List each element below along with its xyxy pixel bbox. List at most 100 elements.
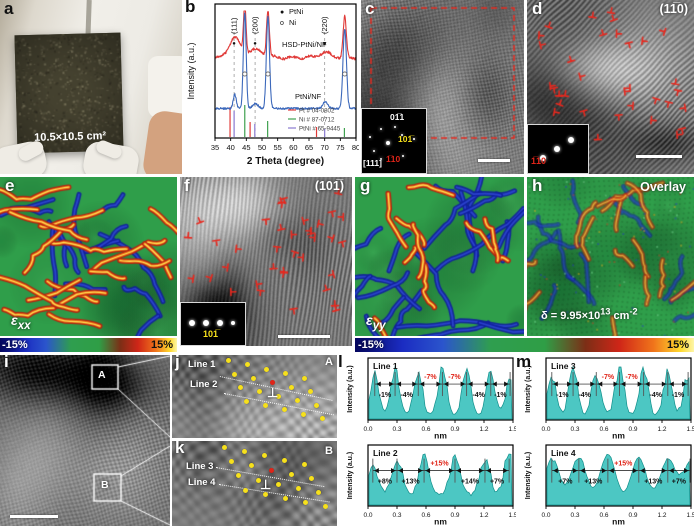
colorbar-min: -15%	[358, 339, 384, 351]
lattice-atom-dot	[295, 398, 300, 404]
fft-spot	[401, 154, 405, 158]
svg-text:2 Theta (degree): 2 Theta (degree)	[247, 156, 324, 167]
diffraction-spot	[203, 320, 209, 326]
panel-a-photo: 10.5×10.5 cm² a	[0, 0, 182, 174]
scale-bar	[10, 514, 58, 518]
svg-text:+13%: +13%	[401, 479, 420, 486]
fft-spot	[400, 133, 404, 137]
svg-text:65: 65	[305, 143, 313, 152]
epsilon-subscript: xx	[17, 318, 31, 332]
svg-text:Ni # 87-0712: Ni # 87-0712	[299, 117, 335, 124]
lattice-atom-dot	[282, 407, 287, 413]
overlay-map	[527, 177, 694, 336]
svg-text:70: 70	[320, 143, 328, 152]
epsilon-subscript: yy	[372, 318, 386, 332]
svg-text:0.9: 0.9	[450, 426, 459, 433]
svg-text:Line 2: Line 2	[373, 448, 398, 458]
svg-text:1.5: 1.5	[508, 512, 516, 519]
svg-text:75: 75	[336, 143, 344, 152]
svg-text:PtNi # 65-9445: PtNi # 65-9445	[299, 126, 341, 133]
svg-text:0.6: 0.6	[599, 426, 608, 433]
dislocation-symbol: ⊥	[267, 385, 279, 400]
lattice-atom-dot	[242, 449, 247, 455]
svg-text:(111): (111)	[230, 17, 239, 34]
panel-letter-a: a	[4, 0, 14, 18]
svg-text:Line 4: Line 4	[551, 448, 576, 458]
svg-text:Intensity (a.u.): Intensity (a.u.)	[525, 452, 532, 499]
svg-text:nm: nm	[434, 517, 447, 526]
svg-text:nm: nm	[612, 517, 625, 526]
svg-text:0.3: 0.3	[392, 426, 401, 433]
svg-text:1.2: 1.2	[479, 426, 488, 433]
svg-text:-1%: -1%	[672, 392, 685, 399]
svg-text:+13%: +13%	[584, 479, 603, 486]
density-unit-exponent: -2	[629, 306, 638, 317]
lattice-atom-dot	[303, 500, 308, 506]
lattice-atom-dot	[276, 393, 281, 399]
lattice-atom-dot	[236, 473, 241, 479]
svg-text:50: 50	[258, 143, 266, 152]
strain-map-eyy	[355, 177, 524, 336]
svg-text:nm: nm	[434, 431, 447, 441]
lattice-atom-dot	[262, 453, 267, 459]
panel-f-bragg-101: f (101̅) 101̅	[180, 177, 352, 346]
panel-letter-d: d	[532, 0, 543, 18]
corner-label-a: A	[325, 356, 333, 368]
density-value: δ = 9.95×10	[541, 310, 601, 322]
svg-text:-7%: -7%	[625, 374, 638, 381]
svg-text:Line 1: Line 1	[373, 361, 398, 371]
svg-text:0.0: 0.0	[541, 426, 550, 433]
epsilon-symbol: ε	[366, 312, 373, 328]
fft-spot	[372, 149, 376, 153]
svg-text:o: o	[280, 20, 284, 27]
lattice-atom-dot	[243, 487, 248, 493]
spot-inset-110: 1̅10	[527, 124, 589, 174]
svg-text:Ni: Ni	[289, 18, 296, 27]
svg-text:Intensity (a.u.): Intensity (a.u.)	[525, 365, 532, 412]
lattice-atom-dot	[296, 486, 301, 491]
lattice-atom-dot	[282, 457, 287, 463]
zone-axis-label: [111]	[363, 158, 382, 168]
svg-text:-1%: -1%	[556, 392, 569, 399]
diffraction-spot	[568, 137, 574, 143]
strain-label-exx: εxx	[11, 312, 31, 331]
lattice-atom-dot	[283, 496, 288, 501]
svg-text:+15%: +15%	[430, 461, 449, 468]
diffraction-spot	[540, 155, 546, 161]
fft-spot	[386, 141, 390, 145]
svg-text:+7%: +7%	[490, 479, 505, 486]
lattice-atom-dot	[320, 416, 325, 422]
svg-text:+13%: +13%	[644, 479, 663, 486]
svg-text:+8%: +8%	[378, 479, 393, 486]
fft-spot	[379, 127, 383, 131]
lattice-atom-dot	[314, 402, 319, 408]
svg-text:●: ●	[232, 41, 236, 47]
dislocation-symbol: ⊥	[260, 477, 272, 492]
svg-text:0.6: 0.6	[421, 426, 430, 433]
scale-bar	[478, 159, 510, 162]
extra-half-plane-atom	[269, 467, 274, 473]
corner-label-b: B	[325, 445, 333, 457]
panel-g-strain-eyy: g εyy	[355, 177, 524, 336]
lattice-atom-dot	[302, 375, 307, 381]
svg-text:1.2: 1.2	[479, 512, 488, 519]
lattice-atom-dot	[264, 366, 269, 372]
lattice-atom-dot	[316, 490, 321, 496]
svg-text:PtNi: PtNi	[289, 7, 304, 16]
svg-text:+14%: +14%	[461, 479, 480, 486]
svg-text:55: 55	[273, 143, 281, 152]
svg-text:40: 40	[226, 143, 234, 152]
svg-text:0.9: 0.9	[628, 426, 637, 433]
panel-letter-l: l	[338, 352, 343, 371]
svg-text:PtNi/NF: PtNi/NF	[295, 92, 322, 101]
lattice-atom-dot	[263, 491, 268, 497]
lattice-atom-dot	[251, 375, 256, 381]
svg-text:0.9: 0.9	[450, 512, 459, 519]
scale-bar	[278, 334, 330, 338]
profile-chart-line1: -1% -4% -7% -7% -4% -1% 0.0 0.3 0.6 0.9 1.2 1.5 nm In…	[347, 357, 516, 441]
panel-k-zoom-b: k Line 3 Line 4 B ⊥	[172, 441, 337, 526]
lattice-atom-dot	[256, 477, 261, 483]
svg-text:80: 80	[352, 143, 359, 152]
diffraction-spot	[189, 320, 195, 326]
